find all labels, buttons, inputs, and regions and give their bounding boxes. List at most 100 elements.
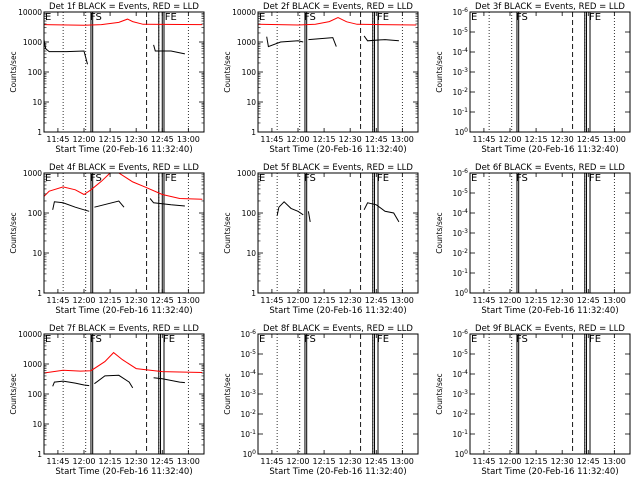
x-tick-label: 13:00	[391, 457, 414, 466]
x-tick-label: 12:30	[125, 457, 148, 466]
y-tick-exponent: -6	[462, 7, 468, 14]
y-tick-exponent: 0	[252, 449, 256, 456]
x-tick-label: 12:30	[551, 457, 574, 466]
x-tick-label: 12:45	[151, 296, 174, 305]
y-tick-label: 10-5	[452, 188, 468, 198]
y-tick-label: 10-5	[240, 349, 256, 359]
x-tick-label: 12:30	[339, 296, 362, 305]
marker-label-fs: FS	[90, 173, 102, 184]
marker-label-fe: FE	[165, 173, 177, 184]
panel-title: Det 5f BLACK = Events, RED = LLD	[263, 163, 413, 173]
marker-label-fe: FE	[589, 173, 601, 184]
y-tick-base: 10	[240, 350, 250, 359]
y-tick-label: 10-2	[452, 248, 468, 258]
y-tick-label: 10-2	[452, 409, 468, 419]
y-tick-label: 10-2	[240, 409, 256, 419]
x-tick-label: 12:00	[498, 135, 521, 144]
y-tick-label: 1	[251, 289, 256, 298]
y-tick-label: 10-4	[240, 369, 256, 379]
x-tick-label: 12:15	[525, 135, 548, 144]
y-axis-label: Counts/sec	[9, 212, 18, 253]
y-tick-label: 1	[37, 289, 42, 298]
y-tick-exponent: -5	[250, 349, 256, 356]
marker-label-fe: FE	[377, 173, 389, 184]
y-axis-label: Counts/sec	[223, 373, 232, 414]
y-tick-label: 10-2	[452, 87, 468, 97]
y-tick-base: 10	[243, 450, 253, 459]
y-tick-exponent: -2	[250, 409, 256, 416]
marker-label-e: E	[45, 173, 51, 184]
events-series-line	[43, 39, 88, 65]
y-tick-base: 10	[240, 410, 250, 419]
y-tick-base: 10	[452, 410, 462, 419]
x-tick-label: 12:00	[72, 296, 95, 305]
y-tick-label: 1000	[237, 169, 256, 178]
x-tick-label: 12:45	[577, 457, 600, 466]
events-series-line	[153, 44, 186, 55]
y-tick-label: 1	[251, 128, 256, 137]
y-tick-exponent: -6	[462, 168, 468, 175]
events-series-line	[363, 202, 400, 223]
y-tick-label: 1	[37, 450, 42, 459]
marker-label-fe: FE	[589, 334, 601, 345]
x-tick-label: 13:00	[603, 135, 626, 144]
x-tick-label: 12:00	[286, 296, 309, 305]
x-tick-label: 11:45	[260, 296, 283, 305]
events-series-line	[266, 36, 304, 48]
x-tick-label: 12:15	[99, 296, 122, 305]
y-axis-label: Counts/sec	[435, 212, 444, 253]
y-tick-exponent: -1	[462, 429, 468, 436]
y-tick-exponent: -4	[462, 208, 468, 215]
x-tick-label: 12:00	[498, 296, 521, 305]
y-tick-base: 10	[240, 330, 250, 339]
events-series-line	[94, 200, 125, 208]
y-tick-label: 10-6	[240, 329, 256, 339]
y-tick-label: 10	[246, 98, 256, 107]
x-tick-label: 11:45	[472, 296, 495, 305]
panel-title: Det 1f BLACK = Events, RED = LLD	[49, 2, 199, 12]
plot-frame	[257, 172, 419, 294]
events-series-line	[307, 211, 311, 222]
y-tick-exponent: -1	[250, 429, 256, 436]
marker-label-fe: FE	[377, 334, 389, 345]
marker-label-fe: FE	[589, 12, 601, 23]
x-tick-label: 12:00	[286, 135, 309, 144]
y-tick-base: 10	[240, 430, 250, 439]
y-tick-base: 10	[452, 189, 462, 198]
y-tick-exponent: 0	[464, 127, 468, 134]
panel-title: Det 4f BLACK = Events, RED = LLD	[49, 163, 199, 173]
x-tick-label: 12:15	[313, 457, 336, 466]
y-tick-base: 10	[455, 289, 465, 298]
y-tick-base: 10	[452, 430, 462, 439]
marker-label-fs: FS	[90, 12, 102, 23]
y-tick-label: 100	[28, 68, 43, 77]
events-series-line	[153, 377, 185, 384]
y-tick-label: 10-1	[452, 429, 468, 439]
x-tick-label: 12:30	[339, 457, 362, 466]
y-tick-exponent: -5	[462, 27, 468, 34]
x-tick-label: 12:00	[72, 457, 95, 466]
marker-label-fs: FS	[304, 12, 316, 23]
x-tick-label: 11:45	[472, 457, 495, 466]
y-tick-label: 100	[455, 288, 469, 298]
lld-series-line	[43, 172, 203, 200]
lld-series-line	[257, 17, 417, 26]
x-tick-label: 13:00	[391, 296, 414, 305]
events-series-line	[52, 201, 90, 212]
x-tick-label: 13:00	[603, 296, 626, 305]
y-tick-label: 1000	[23, 169, 42, 178]
y-tick-label: 10	[32, 420, 42, 429]
x-axis-label: Start Time (20-Feb-16 11:32:40)	[55, 306, 192, 316]
x-axis-label: Start Time (20-Feb-16 11:32:40)	[481, 145, 618, 155]
panel-title: Det 2f BLACK = Events, RED = LLD	[263, 2, 413, 12]
y-tick-base: 10	[452, 350, 462, 359]
y-tick-base: 10	[452, 48, 462, 57]
y-tick-base: 10	[452, 209, 462, 218]
x-axis-label: Start Time (20-Feb-16 11:32:40)	[269, 145, 406, 155]
y-tick-exponent: -1	[462, 107, 468, 114]
y-axis-label: Counts/sec	[435, 373, 444, 414]
y-tick-label: 1000	[23, 38, 42, 47]
